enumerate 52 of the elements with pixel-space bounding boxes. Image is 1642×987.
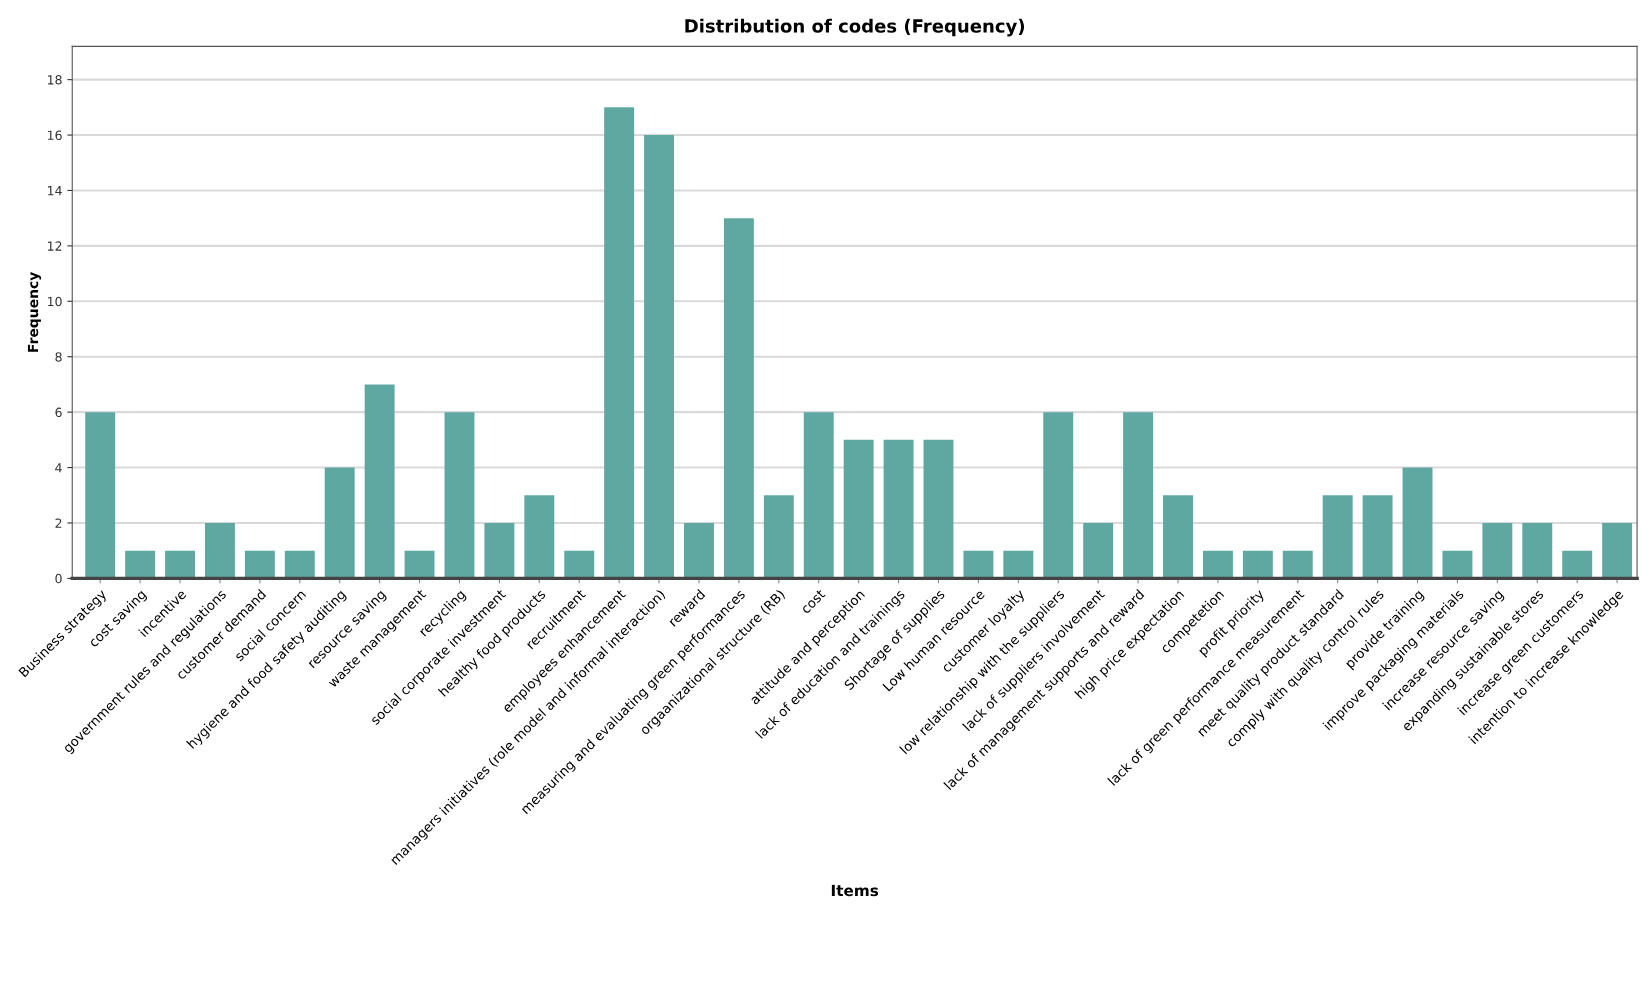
bar [763, 495, 794, 579]
bar [1482, 522, 1513, 579]
bar [244, 550, 275, 579]
bar [723, 218, 754, 579]
bar [1043, 412, 1074, 579]
bar [284, 550, 315, 579]
bar [963, 550, 994, 579]
bar [1522, 522, 1553, 579]
bar [444, 412, 475, 579]
bar [1083, 522, 1114, 579]
bar [843, 439, 874, 579]
bar [324, 467, 355, 579]
bar [484, 522, 515, 579]
bar [125, 550, 156, 579]
bar [684, 522, 714, 579]
bar [1282, 550, 1313, 579]
bar [604, 107, 635, 579]
bar [644, 135, 675, 579]
y-tick-label: 6 [55, 407, 62, 418]
bar [204, 522, 235, 579]
y-tick-label: 12 [47, 241, 62, 251]
x-axis-title: Items [831, 884, 879, 897]
bar [524, 495, 555, 579]
bar [1322, 495, 1353, 579]
y-tick-label: 14 [47, 186, 62, 196]
y-tick-label: 2 [55, 518, 62, 528]
y-tick-label: 4 [55, 463, 62, 473]
bar [404, 550, 435, 579]
bar [1242, 550, 1273, 579]
bar [923, 439, 954, 579]
bar [1562, 550, 1593, 579]
y-tick-label: 0 [55, 573, 62, 584]
bar [1003, 550, 1034, 579]
bar [1362, 495, 1393, 579]
bar [883, 439, 914, 579]
bar [803, 412, 834, 579]
y-tick-label: 10 [47, 296, 62, 307]
bar [85, 412, 116, 579]
bar [1123, 412, 1154, 579]
bar [165, 550, 195, 579]
y-tick-label: 18 [47, 75, 62, 85]
chart-title: Distribution of codes (Frequency) [685, 18, 1025, 37]
bar [1602, 522, 1633, 579]
bar [1402, 467, 1433, 579]
bar [1442, 550, 1473, 579]
bar [564, 550, 595, 579]
y-axis-title: Frequency [27, 271, 42, 352]
y-tick-label: 8 [55, 352, 62, 362]
bar [364, 384, 395, 579]
bar [1163, 495, 1193, 579]
bar [1202, 550, 1233, 579]
y-tick-label: 16 [47, 130, 62, 140]
